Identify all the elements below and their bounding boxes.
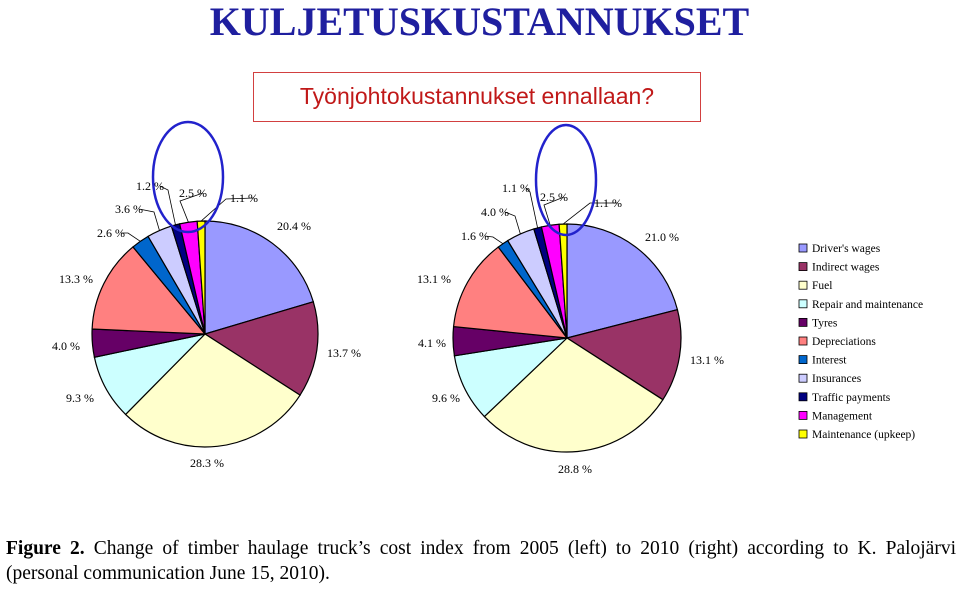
pie-2010-label-management: 2.5 % [540, 190, 568, 204]
subtitle-box: Työnjohtokustannukset ennallaan? [253, 72, 701, 122]
pie-2005-slice-drivers-wages [204, 220, 315, 335]
pie-2010-label-drivers-wages: 21.0 % [645, 230, 679, 244]
pie-2010-slice-fuel [483, 337, 664, 453]
legend-swatch-maintenance-upkeep [798, 429, 808, 439]
pie-2005-label-management: 2.5 % [179, 186, 207, 200]
legend-swatch-indirect-wages [798, 262, 808, 272]
legend-swatch-interest [798, 355, 808, 365]
pie-2010-label-insurances: 4.0 % [481, 205, 509, 219]
legend-label-indirect-wages: Indirect wages [812, 262, 880, 274]
legend-swatch-repair-maintenance [798, 299, 808, 309]
pie-2005-highlight-circle [151, 120, 225, 234]
pie-2005-label-fuel: 28.3 % [190, 456, 224, 470]
pie-2010-highlight-circle [534, 123, 598, 237]
legend-swatch-drivers-wages [798, 243, 808, 253]
caption-label: Figure 2. [6, 538, 85, 559]
pie-2005-label-drivers-wages: 20.4 % [277, 219, 311, 233]
legend-swatch-tyres [798, 317, 808, 327]
legend-label-tyres: Tyres [812, 317, 838, 329]
pie-2005-label-interest: 2.6 % [97, 226, 125, 240]
pie-chart-2005: 20.4 % 13.7 % 28.3 % 9.3 % 4.0 % 13.3 % 2.6 % 3… [52, 120, 361, 470]
pie-2005-slice-fuel [124, 333, 301, 448]
legend-swatch-management [798, 410, 808, 420]
pie-2010-slice-maintenance-upkeep [558, 223, 568, 339]
legend: Driver's wages Indirect wages Fuel Repair a… [798, 243, 923, 441]
pie-2010-slice-indirect-wages [565, 308, 682, 401]
legend-swatch-traffic-payments [798, 392, 808, 402]
pie-2010-label-indirect-wages: 13.1 % [690, 353, 724, 367]
pie-2005-leader-management [179, 192, 204, 223]
pie-2005-label-indirect-wages: 13.7 % [327, 346, 361, 360]
page-title: KULJETUSKUSTANNUKSET [209, 0, 750, 44]
pie-2005-leader-insurances [138, 208, 160, 231]
pie-2010-slice-depreciations [452, 246, 569, 339]
pie-2010-leader-maintenance-upkeep [562, 202, 618, 225]
pie-2010-label-tyres: 4.1 % [418, 336, 446, 350]
pie-2010-label-interest: 1.6 % [461, 229, 489, 243]
pie-charts: 20.4 % 13.7 % 28.3 % 9.3 % 4.0 % 13.3 % 2.6 % 3… [52, 120, 923, 476]
pie-2010-leader-traffic-payments [525, 187, 538, 228]
pie-2005-leader-interest [121, 232, 141, 242]
pie-2010-label-fuel: 28.8 % [558, 462, 592, 476]
pie-2010-leader-insurances [504, 211, 521, 235]
subtitle: Työnjohtokustannukset ennallaan? [299, 83, 655, 109]
pie-chart-2010: 21.0 % 13.1 % 28.8 % 9.6 % 4.1 % 13.1 % 1.6 % 4… [417, 123, 724, 476]
pie-2005-label-insurances: 3.6 % [115, 202, 143, 216]
legend-label-maintenance-upkeep: Maintenance (upkeep) [812, 429, 915, 441]
legend-label-depreciations: Depreciations [812, 336, 876, 348]
pie-2010-label-maintenance-upkeep: 1.1 % [594, 196, 622, 210]
legend-swatch-depreciations [798, 336, 808, 346]
pie-2005-leader-traffic-payments [159, 185, 176, 225]
pie-2005-slice-depreciations [91, 246, 207, 335]
legend-swatch-fuel [798, 280, 808, 290]
caption-text: Change of timber haulage truck’s cost in… [6, 538, 956, 584]
legend-label-insurances: Insurances [812, 373, 862, 385]
legend-label-traffic-payments: Traffic payments [812, 392, 891, 404]
pie-2010-label-repair-maintenance: 9.6 % [432, 391, 460, 405]
legend-label-management: Management [812, 410, 873, 422]
pie-2010-slice-drivers-wages [566, 223, 679, 339]
pie-2005-label-repair-maintenance: 9.3 % [66, 391, 94, 405]
legend-swatch-insurances [798, 373, 808, 383]
pie-2010-label-traffic-payments: 1.1 % [502, 181, 530, 195]
legend-label-interest: Interest [812, 355, 847, 367]
pie-2005-label-maintenance-upkeep: 1.1 % [230, 191, 258, 205]
pie-2005-slice-indirect-wages [203, 301, 319, 396]
pie-2010-leader-management [543, 196, 565, 226]
legend-label-fuel: Fuel [812, 280, 832, 292]
pie-2010-leader-interest [484, 235, 504, 245]
pie-2010-label-depreciations: 13.1 % [417, 272, 451, 286]
legend-label-drivers-wages: Driver's wages [812, 243, 881, 255]
pie-2005-label-tyres: 4.0 % [52, 339, 80, 353]
legend-label-repair-maintenance: Repair and maintenance [812, 299, 923, 311]
pie-2005-label-traffic-payments: 1.2 % [136, 179, 164, 193]
figure-caption: Figure 2. Change of timber haulage truck… [6, 536, 956, 586]
pie-2005-label-depreciations: 13.3 % [59, 272, 93, 286]
pie-2005-leader-maintenance-upkeep [200, 197, 255, 222]
